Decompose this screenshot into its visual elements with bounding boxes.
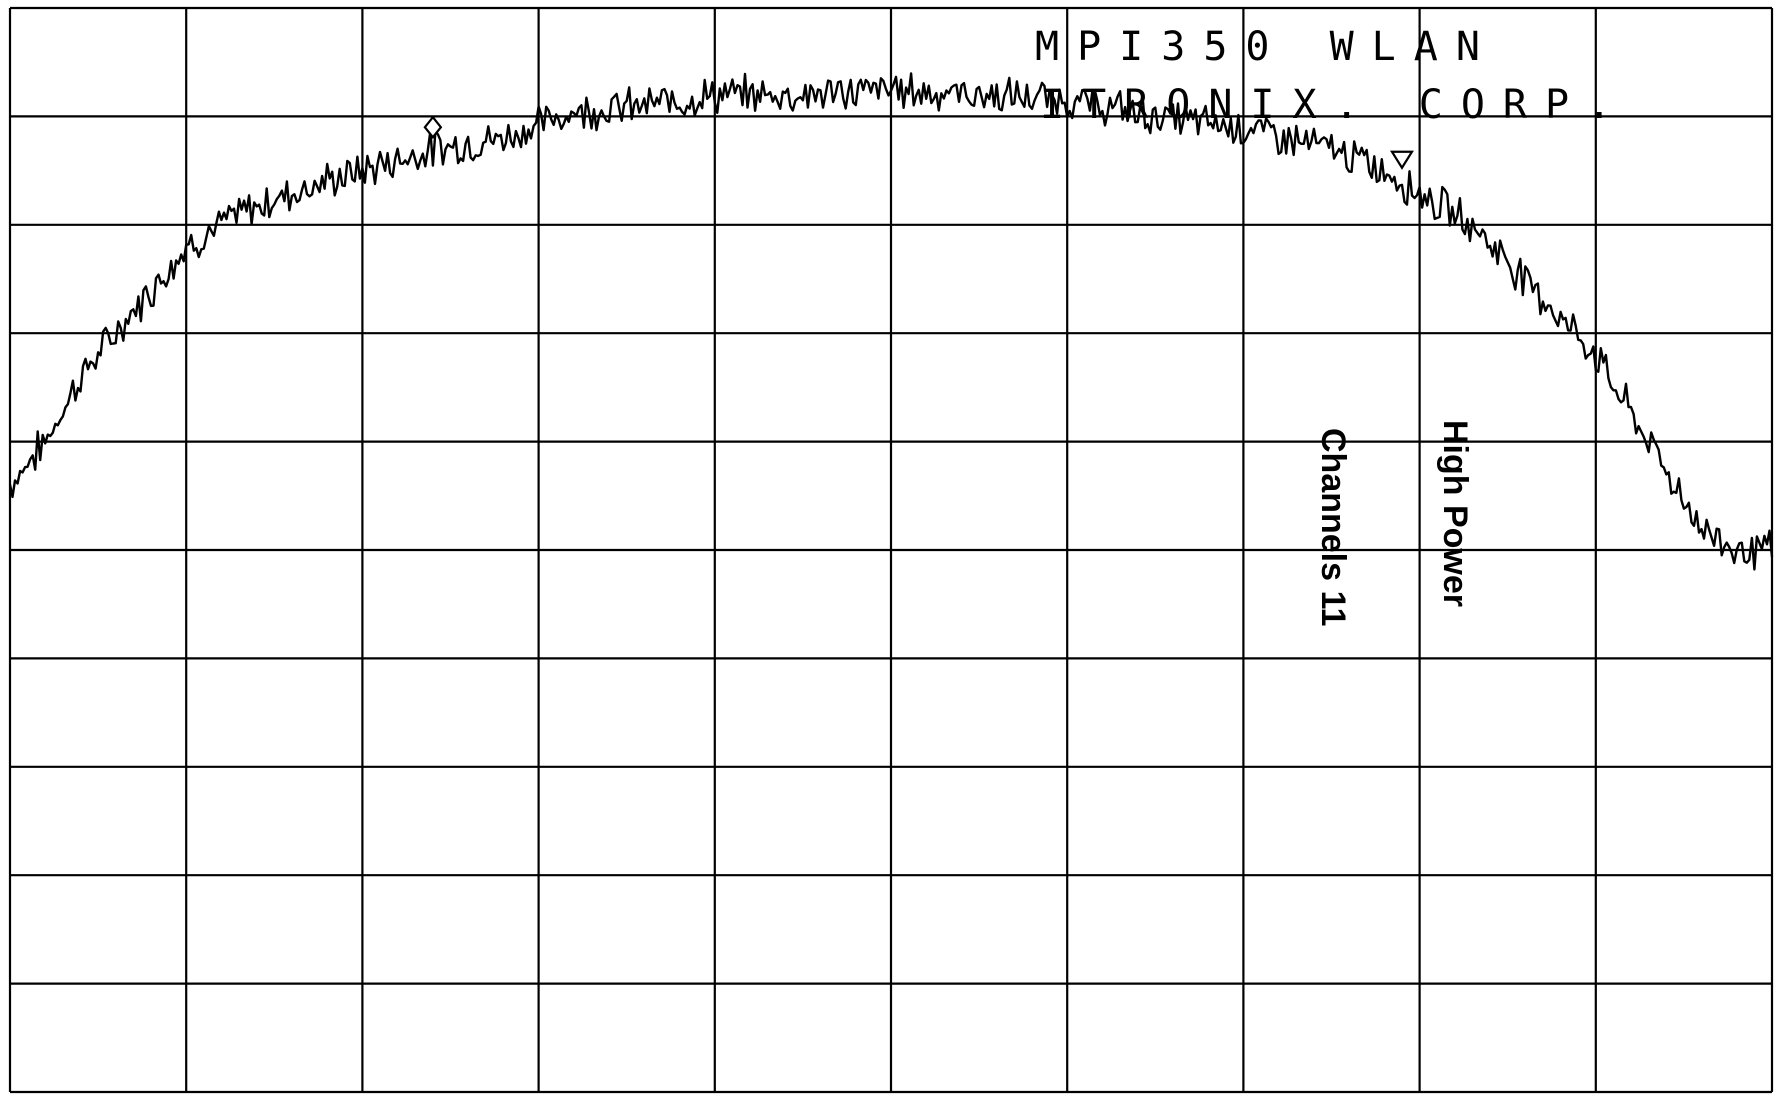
power-annotation: High Power [1436, 420, 1474, 607]
plot-grid [8, 6, 1774, 1094]
plot-title-line2: ITRONIX. CORP. [1040, 82, 1629, 128]
plot-title-line1: MPI350 WLAN [1035, 24, 1498, 70]
diamond-marker-icon [423, 115, 443, 140]
triangle-down-marker-icon [1389, 150, 1414, 170]
trace-markers [423, 115, 1414, 170]
spectrum-trace [8, 72, 1774, 571]
channel-annotation: Channels 11 [1314, 428, 1352, 626]
